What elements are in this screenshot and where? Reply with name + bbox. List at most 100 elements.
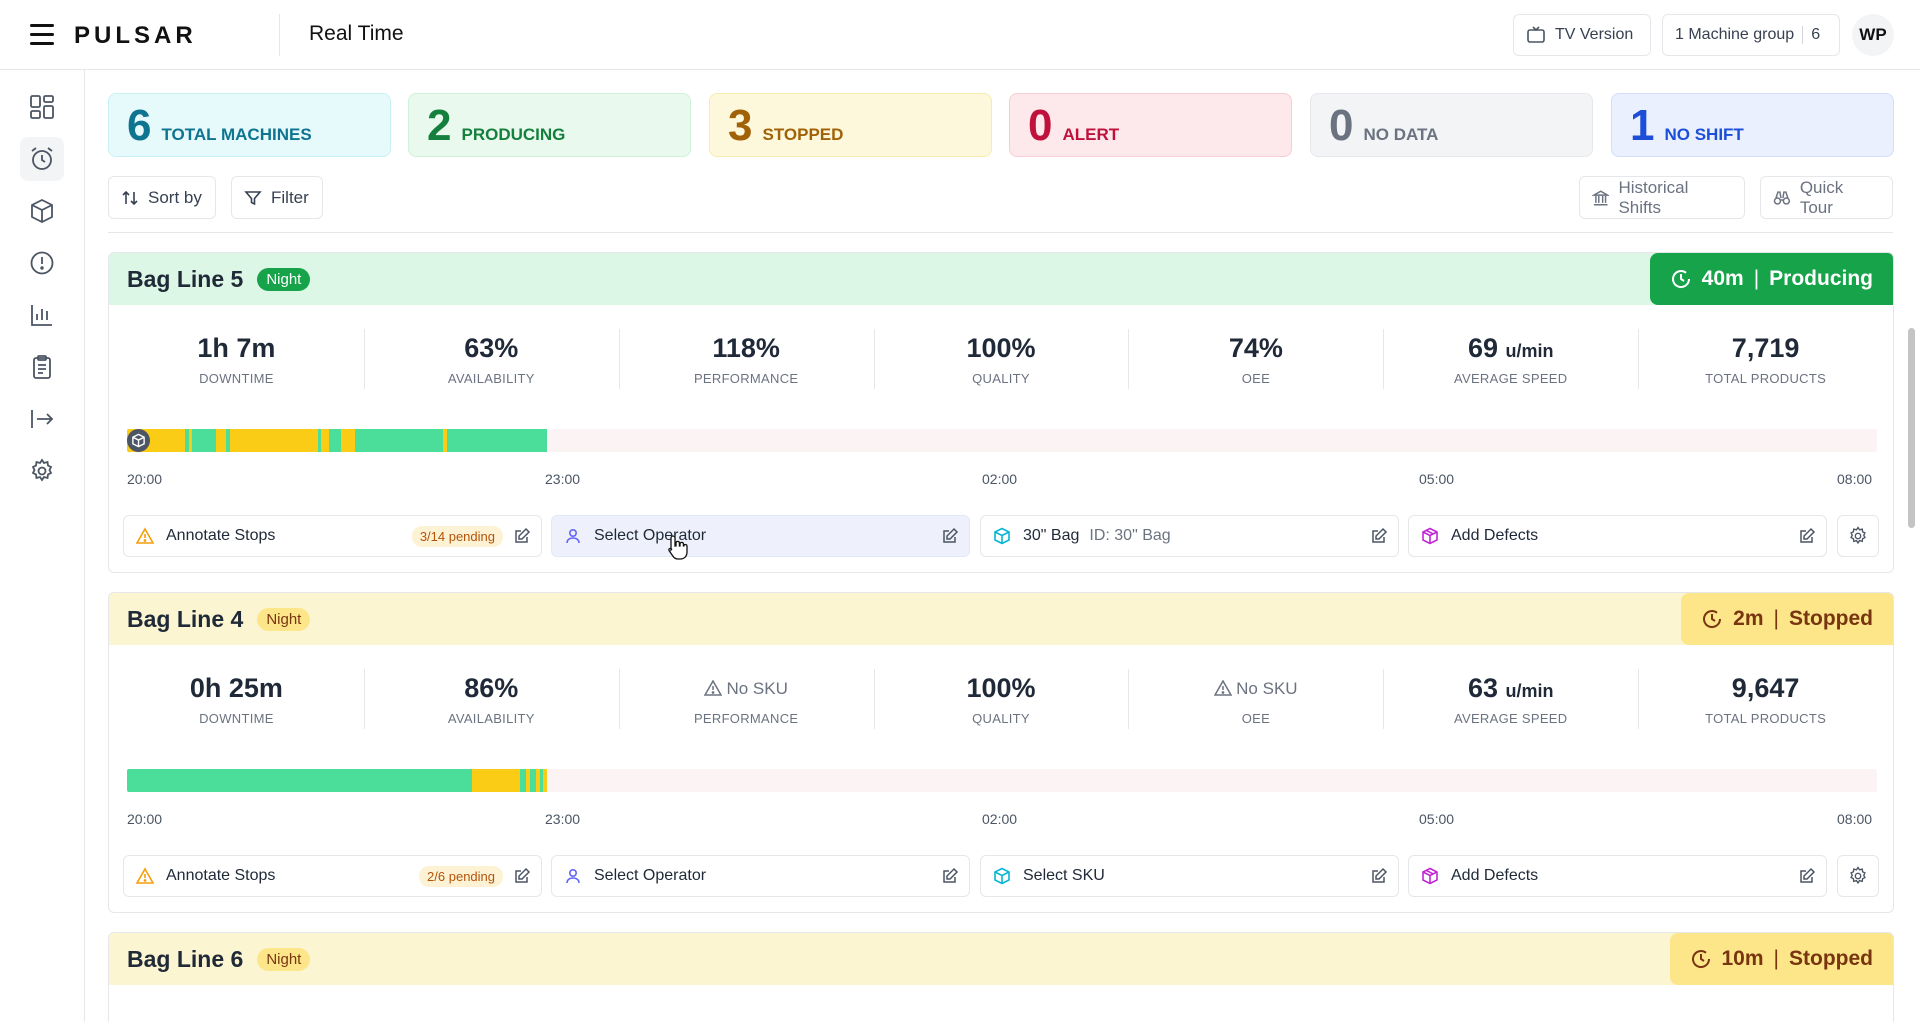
summary-no-data[interactable]: 0 NO DATA — [1310, 93, 1593, 157]
summary-label: STOPPED — [762, 125, 844, 144]
scrollbar[interactable] — [1908, 328, 1915, 528]
timeline-segment-stopped[interactable] — [543, 769, 547, 792]
annotate-stops-button[interactable]: Annotate Stops 3/14 pending — [123, 515, 542, 557]
timeline-segment-stopped[interactable] — [526, 769, 530, 792]
metric-label: PERFORMANCE — [693, 711, 799, 726]
divider — [108, 232, 1893, 233]
timeline-segment-producing[interactable] — [318, 429, 321, 452]
timeline-segment-producing[interactable] — [355, 429, 443, 452]
timeline-track[interactable] — [127, 429, 1877, 452]
add-defects-button[interactable]: Add Defects — [1408, 855, 1827, 897]
metric-label: DOWNTIME — [199, 371, 274, 386]
select-operator-label: Select Operator — [594, 867, 707, 884]
timeline-segment-producing[interactable] — [447, 429, 547, 452]
metric-total-products: 9,647 TOTAL PRODUCTS — [1638, 645, 1893, 745]
timeline-segment-producing[interactable] — [540, 769, 543, 792]
card-header[interactable]: Bag Line 5 Night 40m | Producing — [109, 253, 1893, 305]
timeline-segment-stopped[interactable] — [321, 429, 329, 452]
metric-value: 9,647 — [1731, 673, 1800, 703]
timeline-segment-stopped[interactable] — [189, 429, 192, 452]
metric-label: PERFORMANCE — [693, 371, 799, 386]
sidebar-item-dashboard[interactable] — [20, 85, 64, 129]
add-defects-button[interactable]: Add Defects — [1408, 515, 1827, 557]
sidebar — [0, 70, 85, 1022]
state-label: Stopped — [1789, 607, 1873, 630]
timeline-segment-producing[interactable] — [127, 769, 472, 792]
timeline-segment-producing[interactable] — [192, 429, 216, 452]
timeline-track[interactable] — [127, 769, 1877, 792]
metric-oee: No SKU OEE — [1128, 645, 1383, 745]
metric-label: DOWNTIME — [199, 711, 274, 726]
historical-shifts-label: Historical Shifts — [1618, 177, 1689, 217]
sidebar-item-checklists[interactable] — [20, 345, 64, 389]
metric-availability: 86% AVAILABILITY — [363, 645, 619, 745]
production-timeline[interactable]: 20:00 23:00 02:00 05:00 08:00 — [109, 745, 1893, 865]
summary-value: 0 — [1028, 101, 1053, 150]
timeline-segment-producing[interactable] — [530, 769, 536, 792]
quick-tour-button[interactable]: Quick Tour — [1760, 176, 1893, 219]
summary-label: NO DATA — [1363, 125, 1439, 144]
select-operator-button[interactable]: Select Operator — [551, 515, 970, 557]
select-operator-button[interactable]: Select Operator — [551, 855, 970, 897]
line-settings-button[interactable] — [1837, 515, 1879, 557]
sidebar-item-real-time[interactable] — [20, 137, 64, 181]
tv-version-button[interactable]: TV Version — [1513, 14, 1651, 56]
edit-icon[interactable] — [1798, 527, 1816, 545]
timeline-segment-stopped[interactable] — [472, 769, 520, 792]
mouse-cursor-icon — [668, 535, 688, 560]
state-pill: 40m | Producing — [1649, 253, 1893, 305]
edit-icon[interactable] — [941, 867, 959, 885]
select-sku-button[interactable]: Select SKU — [980, 855, 1399, 897]
production-timeline[interactable]: 20:00 23:00 02:00 05:00 08:00 — [109, 405, 1893, 525]
timeline-segment-stopped[interactable] — [536, 769, 540, 792]
edit-icon[interactable] — [1798, 867, 1816, 885]
historical-shifts-button[interactable]: Historical Shifts — [1579, 176, 1745, 219]
summary-no-shift[interactable]: 1 NO SHIFT — [1611, 93, 1894, 157]
menu-icon[interactable] — [30, 24, 54, 46]
avatar[interactable]: WP — [1852, 14, 1894, 56]
timeline-segment-producing[interactable] — [329, 429, 341, 452]
annotate-stops-label: Annotate Stops — [166, 867, 276, 884]
timeline-segment-stopped[interactable] — [230, 429, 318, 452]
summary-alert[interactable]: 0 ALERT — [1009, 93, 1292, 157]
sidebar-item-products[interactable] — [20, 189, 64, 233]
gear-icon — [1850, 866, 1866, 885]
alarm-clock-icon — [31, 147, 53, 170]
edit-icon[interactable] — [513, 527, 531, 545]
timeline-segment-producing[interactable] — [520, 769, 526, 792]
timeline-segment-producing[interactable] — [185, 429, 189, 452]
timeline-segment-producing[interactable] — [226, 429, 230, 452]
line-settings-button[interactable] — [1837, 855, 1879, 897]
annotate-stops-label: Annotate Stops — [166, 527, 276, 544]
edit-icon[interactable] — [513, 867, 531, 885]
annotate-stops-button[interactable]: Annotate Stops 2/6 pending — [123, 855, 542, 897]
machine-group-button[interactable]: 1 Machine group 6 — [1662, 14, 1840, 56]
sku-change-marker[interactable] — [127, 429, 150, 452]
summary-total-machines[interactable]: 6 TOTAL MACHINES — [108, 93, 391, 157]
sku-button[interactable]: 30" Bag ID: 30" Bag — [980, 515, 1399, 557]
timeline-segment-stopped[interactable] — [443, 429, 447, 452]
sidebar-item-alerts[interactable] — [20, 241, 64, 285]
metric-value: 100% — [966, 333, 1036, 363]
summary-stopped[interactable]: 3 STOPPED — [709, 93, 992, 157]
timeline-segment-stopped[interactable] — [216, 429, 226, 452]
sidebar-item-export[interactable] — [20, 397, 64, 441]
sku-id: ID: 30" Bag — [1089, 527, 1171, 544]
metric-quality: 100% QUALITY — [873, 645, 1129, 745]
metric-value: 1h 7m — [197, 333, 276, 363]
sort-button[interactable]: Sort by — [108, 176, 216, 219]
add-defects-label: Add Defects — [1451, 867, 1539, 884]
state-label: Stopped — [1789, 947, 1873, 970]
filter-button[interactable]: Filter — [231, 176, 323, 219]
edit-icon[interactable] — [1370, 527, 1388, 545]
summary-producing[interactable]: 2 PRODUCING — [408, 93, 691, 157]
sidebar-item-reports[interactable] — [20, 293, 64, 337]
card-header[interactable]: Bag Line 6 Night 10m | Stopped — [109, 933, 1893, 985]
metrics-row: 1h 7m DOWNTIME 63% AVAILABILITY 118% PERFOR… — [109, 305, 1893, 405]
timeline-segment-stopped[interactable] — [341, 429, 355, 452]
card-header[interactable]: Bag Line 4 Night 2m | Stopped — [109, 593, 1893, 645]
edit-icon[interactable] — [1370, 867, 1388, 885]
edit-icon[interactable] — [941, 527, 959, 545]
metric-unit: u/min — [1505, 681, 1554, 701]
sidebar-item-settings[interactable] — [20, 449, 64, 493]
